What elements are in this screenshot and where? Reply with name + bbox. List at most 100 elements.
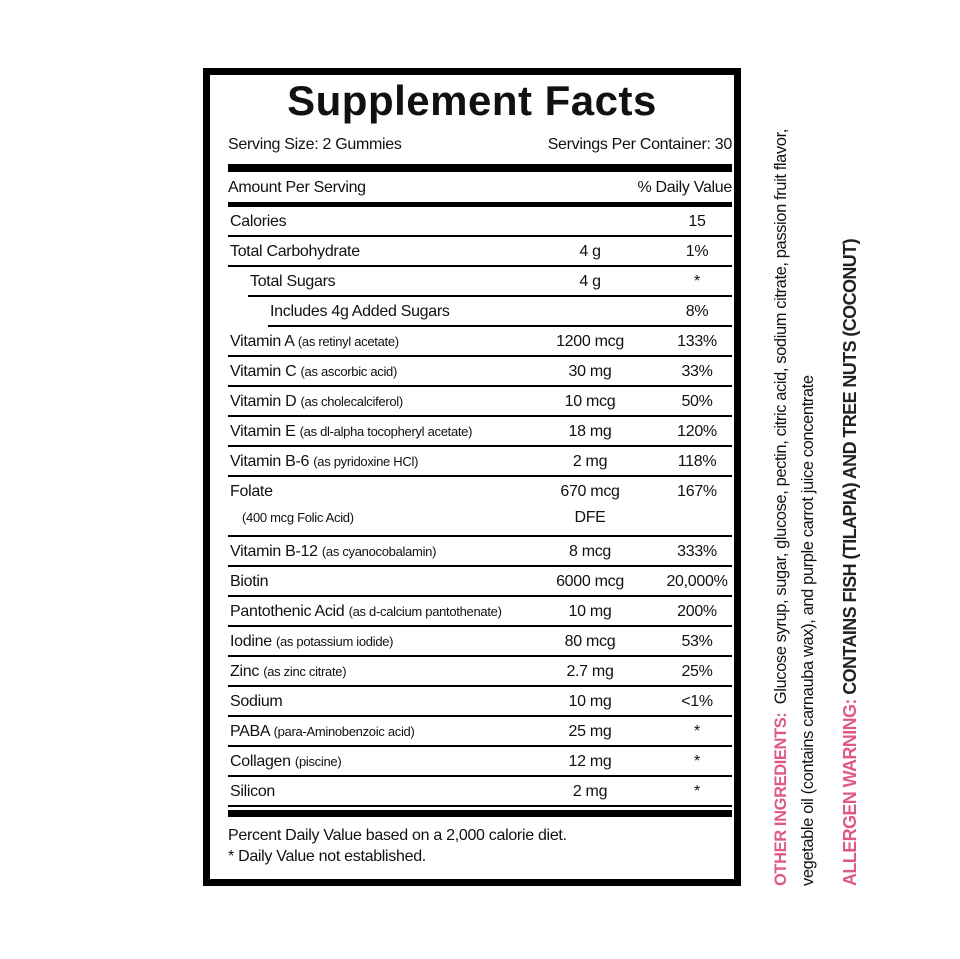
amount: 30 mg	[568, 363, 612, 380]
nutrient-detail: (as pyridoxine HCl)	[313, 454, 419, 469]
nutrient-name-text: PABA	[230, 723, 270, 740]
nutrient-name: Zinc (as zinc citrate)	[230, 657, 347, 687]
nutrient-name: Collagen (piscine)	[230, 747, 342, 777]
amount: 4 g	[579, 243, 601, 260]
allergen-text: CONTAINS FISH (TILAPIA) AND TREE NUTS (C…	[840, 239, 860, 695]
amount: 670 mcg	[560, 483, 620, 500]
daily-value: 8%	[685, 303, 709, 320]
daily-value: *	[694, 753, 700, 770]
daily-value: 25%	[681, 663, 713, 680]
row: Vitamin A (as retinyl acetate) 1200 mcg 13…	[228, 327, 732, 357]
nutrient-detail: (as zinc citrate)	[263, 664, 347, 679]
title: Supplement Facts	[287, 77, 657, 124]
daily-value: *	[694, 273, 700, 290]
nutrient-name: Pantothenic Acid (as d-calcium pantothen…	[230, 597, 502, 627]
row: Collagen (piscine) 12 mg *	[228, 747, 732, 777]
row: Total Carbohydrate 4 g 1%	[228, 237, 732, 267]
allergen-label: ALLERGEN WARNING:	[840, 699, 860, 886]
nutrient-name: Sodium	[230, 687, 283, 717]
row: Sodium 10 mg <1%	[228, 687, 732, 717]
nutrient-name-text: Vitamin C	[230, 363, 297, 380]
servings-per-container: Servings Per Container: 30	[547, 136, 733, 153]
ingredients: OTHER INGREDIENTS: Glucose syrup, sugar,…	[768, 68, 822, 886]
nutrient-name-text: Vitamin A	[230, 333, 294, 350]
nutrient-name: Folate	[230, 477, 273, 507]
amount: 4 g	[579, 273, 601, 290]
nutrient-name: Vitamin B-12 (as cyanocobalamin)	[230, 537, 436, 567]
footnote: * Daily Value not established.	[228, 848, 426, 865]
amount-note: DFE	[574, 509, 606, 526]
amount: 18 mg	[568, 423, 612, 440]
row: Vitamin E (as dl-alpha tocopheryl acetat…	[228, 417, 732, 447]
nutrient-detail: (400 mcg Folic Acid)	[242, 510, 354, 525]
nutrient-name: Vitamin C (as ascorbic acid)	[230, 357, 397, 387]
row: Silicon 2 mg *	[228, 777, 732, 807]
amount: 2 mg	[572, 783, 608, 800]
nutrient-name-text: Zinc	[230, 663, 260, 680]
nutrient-name: Includes 4g Added Sugars	[270, 297, 450, 327]
nutrient-name-text: Includes 4g Added Sugars	[270, 303, 450, 320]
daily-value: *	[694, 783, 700, 800]
nutrient-name-text: Total Carbohydrate	[230, 243, 360, 260]
nutrient-name-text: Calories	[230, 213, 287, 230]
nutrient-name-text: Vitamin B-6	[230, 453, 310, 470]
row: Pantothenic Acid (as d-calcium pantothen…	[228, 597, 732, 627]
nutrient-name-text: Vitamin E	[230, 423, 296, 440]
nutrient-name-text: Iodine	[230, 633, 272, 650]
daily-value: <1%	[681, 693, 713, 710]
allergen: ALLERGEN WARNING: CONTAINS FISH (TILAPIA…	[834, 68, 866, 886]
facts-panel	[203, 68, 741, 886]
daily-value: 33%	[681, 363, 713, 380]
amount: 8 mcg	[568, 543, 612, 560]
nutrient-detail: (piscine)	[294, 754, 342, 769]
amount: 6000 mcg	[556, 573, 624, 590]
nutrient-detail: (as retinyl acetate)	[297, 334, 399, 349]
amount: 2.7 mg	[566, 663, 614, 680]
amount: 80 mcg	[564, 633, 616, 650]
nutrient-name: Calories	[230, 207, 287, 237]
nutrient-name: Biotin	[230, 567, 269, 597]
row: Vitamin D (as cholecalciferol) 10 mcg 50%	[228, 387, 732, 417]
row: Zinc (as zinc citrate) 2.7 mg 25%	[228, 657, 732, 687]
nutrient-name: Total Sugars	[250, 267, 336, 297]
nutrient-name-text: Collagen	[230, 753, 291, 770]
nutrient-name: Vitamin A (as retinyl acetate)	[230, 327, 399, 357]
nutrient-detail: (as cyanocobalamin)	[321, 544, 437, 559]
nutrient-name-text: Sodium	[230, 693, 283, 710]
amount: 2 mg	[572, 453, 608, 470]
nutrient-name-text: Vitamin B-12	[230, 543, 318, 560]
amount: 25 mg	[568, 723, 612, 740]
nutrient-name: Vitamin D (as cholecalciferol)	[230, 387, 403, 417]
daily-value: 53%	[681, 633, 713, 650]
row: Total Sugars 4 g *	[248, 267, 732, 297]
amount: 10 mg	[568, 603, 612, 620]
daily-value: 118%	[677, 453, 717, 470]
row: Includes 4g Added Sugars 8%	[268, 297, 732, 327]
row: PABA (para-Aminobenzoic acid) 25 mg *	[228, 717, 732, 747]
daily-value: 333%	[677, 543, 717, 560]
nutrient-name: Total Carbohydrate	[230, 237, 360, 267]
nutrient-name: Vitamin B-6 (as pyridoxine HCl)	[230, 447, 418, 477]
serving-size: Serving Size: 2 Gummies	[228, 136, 402, 153]
rule	[228, 202, 732, 207]
row: Vitamin C (as ascorbic acid) 30 mg 33%	[228, 357, 732, 387]
row: Calories 15	[228, 207, 732, 237]
side-panel: OTHER INGREDIENTS: Glucose syrup, sugar,…	[768, 68, 878, 886]
daily-value: 15	[688, 213, 706, 230]
nutrient-detail: (as d-calcium pantothenate)	[348, 604, 502, 619]
nutrient-detail: (as dl-alpha tocopheryl acetate)	[299, 424, 473, 439]
row: Folate (400 mcg Folic Acid) 670 mcg DFE 167%	[228, 477, 732, 537]
nutrient-detail: (para-Aminobenzoic acid)	[273, 724, 415, 739]
nutrient-name-text: Silicon	[230, 783, 276, 800]
amount: 10 mcg	[564, 393, 616, 410]
column-header: Amount Per Serving	[228, 179, 366, 196]
nutrient-name: Silicon	[230, 777, 275, 807]
nutrient-name-text: Biotin	[230, 573, 269, 590]
thick-rule	[228, 164, 732, 172]
nutrient-name-text: Vitamin D	[230, 393, 297, 410]
row: Iodine (as potassium iodide) 80 mcg 53%	[228, 627, 732, 657]
amount: 1200 mcg	[556, 333, 624, 350]
footnote: Percent Daily Value based on a 2,000 cal…	[228, 827, 567, 844]
daily-value: 1%	[685, 243, 709, 260]
